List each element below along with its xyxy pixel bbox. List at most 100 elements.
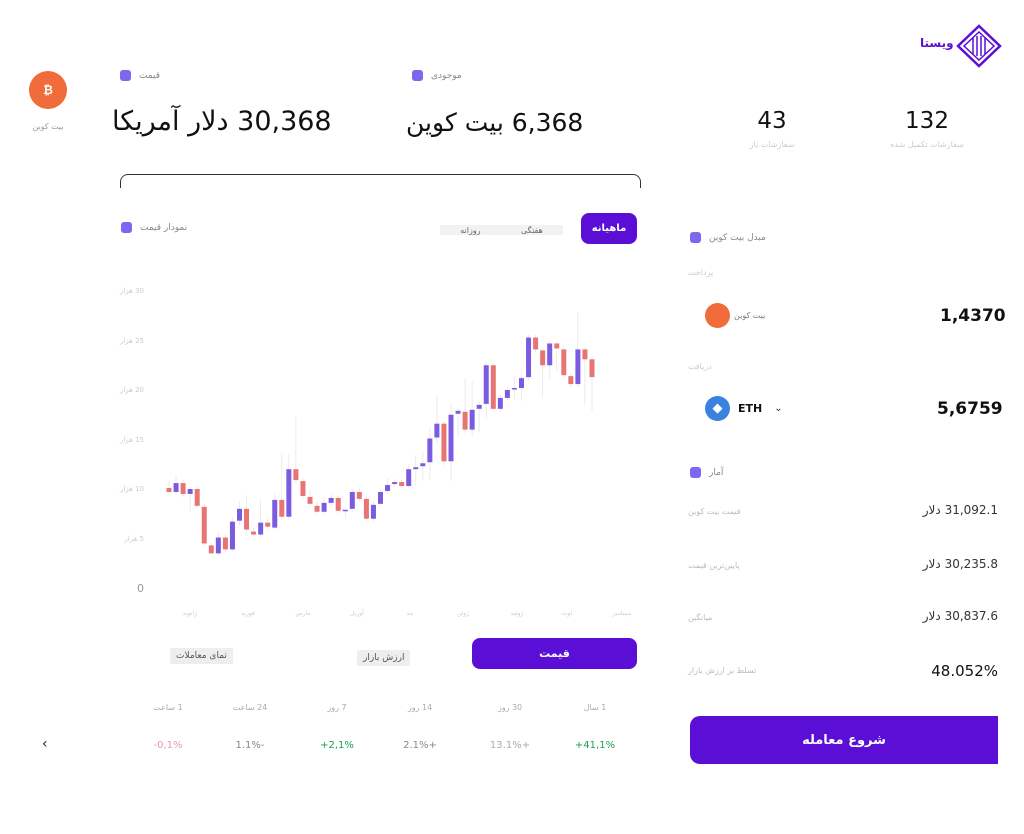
candle[interactable]	[307, 496, 313, 504]
tab-price[interactable]: قیمت	[472, 638, 637, 669]
candle[interactable]	[244, 508, 250, 530]
candle[interactable]	[335, 497, 341, 511]
range-monthly-button[interactable]: ماهیانه	[581, 213, 637, 244]
candle[interactable]	[293, 469, 299, 481]
candle[interactable]	[279, 499, 285, 517]
candle[interactable]	[511, 388, 517, 390]
candle[interactable]	[173, 483, 179, 492]
pay-label: پرداخت	[688, 268, 714, 277]
candle[interactable]	[349, 491, 355, 509]
range-daily-button[interactable]: روزانه	[460, 225, 481, 235]
candle[interactable]	[399, 482, 405, 487]
candle[interactable]	[476, 404, 482, 409]
brand-logo[interactable]	[956, 24, 1002, 68]
performance-value: +2,1%	[320, 740, 354, 751]
performance-period-label: 14 روز	[407, 703, 433, 712]
x-tick-label: آوریل	[350, 610, 364, 617]
candle[interactable]	[251, 531, 257, 535]
balance-label-row: موجودی	[412, 70, 462, 81]
candle[interactable]	[392, 482, 398, 485]
performance-value: -0,1%	[153, 740, 183, 751]
candle[interactable]	[504, 390, 510, 398]
candle[interactable]	[166, 488, 172, 492]
tab-market-cap[interactable]: ارزش بازار	[357, 650, 411, 666]
pay-coin-name: بیت کوین	[734, 311, 766, 320]
candle[interactable]	[370, 504, 376, 519]
candle[interactable]	[420, 463, 426, 467]
candle[interactable]	[208, 545, 214, 554]
candle[interactable]	[547, 343, 553, 366]
x-tick-label: ژوئن	[456, 610, 470, 617]
candle[interactable]	[328, 497, 334, 503]
candle[interactable]	[406, 469, 412, 487]
candle[interactable]	[519, 378, 524, 389]
candle[interactable]	[180, 483, 186, 494]
start-trade-button[interactable]: شروع معامله	[690, 716, 998, 764]
candle[interactable]	[187, 489, 193, 494]
stat-row-label: میانگین	[688, 613, 713, 622]
candle[interactable]	[342, 509, 348, 512]
stat-completed-orders: 132 سفارشات تکمیل شده	[870, 108, 984, 149]
candle[interactable]	[286, 469, 292, 517]
candle[interactable]	[561, 349, 567, 376]
candle[interactable]	[314, 505, 320, 512]
stat-row-value: 30,837.6 دلار	[922, 609, 998, 623]
performance-period-label: 24 ساعت	[232, 703, 268, 712]
candle[interactable]	[237, 508, 242, 521]
candle[interactable]	[540, 350, 546, 366]
candle[interactable]	[575, 349, 581, 385]
candle[interactable]	[265, 522, 271, 527]
receive-coin-selector[interactable]: ◆ ETH ⌄	[705, 396, 783, 421]
chevron-left-icon[interactable]: ‹	[42, 736, 48, 752]
candle[interactable]	[462, 411, 468, 430]
candle[interactable]	[526, 337, 532, 378]
candle[interactable]	[378, 491, 383, 504]
stat-value: 132	[905, 108, 949, 134]
stats-title: آمار	[709, 467, 724, 478]
pay-coin-selector[interactable]: بیت کوین	[705, 303, 765, 328]
candle[interactable]	[321, 502, 327, 512]
range-weekly-button[interactable]: هفتگی	[521, 225, 543, 235]
performance-value: 1.1%-	[235, 740, 265, 751]
candle[interactable]	[434, 423, 440, 438]
bitcoin-symbol: ₿	[43, 83, 53, 97]
candle[interactable]	[483, 365, 489, 404]
candle[interactable]	[582, 349, 588, 360]
candle[interactable]	[385, 485, 391, 491]
stat-row-label: تسلط بر ارزش بازار	[688, 666, 757, 675]
candle[interactable]	[215, 537, 221, 554]
candle[interactable]	[272, 499, 278, 528]
card-top-edge	[120, 174, 641, 188]
candle[interactable]	[413, 467, 419, 470]
candle[interactable]	[469, 409, 475, 430]
receive-amount-input[interactable]: 5,6759	[937, 399, 1003, 419]
y-tick-label: 10 هزار	[119, 485, 144, 493]
pay-amount-input[interactable]: 1,4370	[940, 306, 1006, 326]
candle[interactable]	[356, 491, 362, 499]
candle[interactable]	[448, 414, 454, 462]
candle[interactable]	[222, 537, 228, 550]
converter-title-row: مبدل بیت کوین	[690, 232, 766, 243]
bitcoin-icon[interactable]: ₿	[29, 71, 67, 109]
receive-label: دریافت	[688, 362, 712, 371]
candle[interactable]	[300, 481, 306, 496]
tab-trading-volume[interactable]: تمای معاملات	[170, 648, 233, 664]
candle[interactable]	[589, 359, 595, 378]
candle[interactable]	[533, 337, 539, 350]
candle[interactable]	[554, 343, 560, 349]
candle[interactable]	[363, 498, 369, 519]
bitcoin-icon	[705, 303, 730, 328]
candle[interactable]	[490, 365, 496, 409]
candle[interactable]	[427, 438, 433, 463]
candle[interactable]	[568, 376, 574, 385]
candle[interactable]	[441, 423, 447, 462]
candle[interactable]	[194, 489, 200, 506]
candle[interactable]	[201, 506, 207, 544]
coin-name: بیت کوین	[32, 122, 64, 131]
candle[interactable]	[455, 410, 461, 414]
candle[interactable]	[497, 397, 503, 409]
stat-label: سفارشات تکمیل شده	[890, 140, 964, 149]
candle[interactable]	[258, 522, 264, 535]
stat-row-value: 30,235.8 دلار	[922, 557, 998, 571]
candle[interactable]	[229, 521, 235, 550]
